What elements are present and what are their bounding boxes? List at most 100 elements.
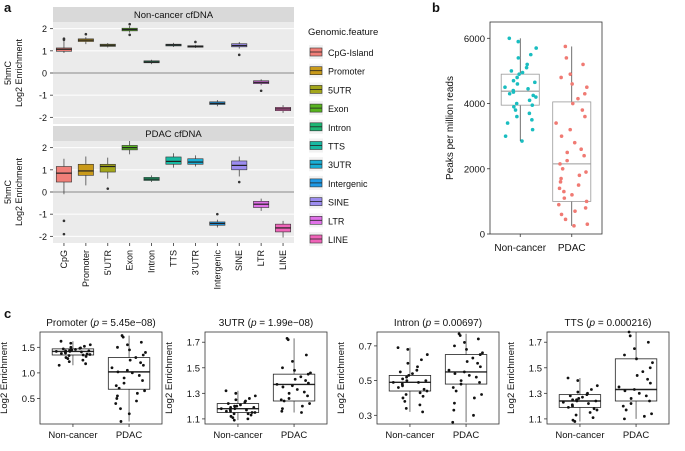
- y-axis-label-group: Peaks per million reads: [445, 76, 456, 180]
- data-point: [577, 173, 582, 178]
- facet-strip: [53, 126, 294, 141]
- data-point: [572, 224, 576, 228]
- box-cpg-island: [55, 37, 72, 54]
- data-point: [570, 101, 575, 106]
- y-axis-label: Log2 Enrichment: [506, 342, 517, 414]
- data-point: [644, 394, 648, 398]
- data-point: [54, 350, 58, 353]
- legend-label: SINE: [328, 198, 349, 208]
- data-point: [452, 408, 456, 412]
- data-point: [623, 353, 626, 357]
- x-tick-label: PDAC: [623, 430, 650, 441]
- data-point: [309, 371, 312, 375]
- y-axis-label-line1: 5hmC: [3, 180, 13, 205]
- data-point: [637, 391, 641, 395]
- data-point: [224, 409, 228, 413]
- data-point: [418, 403, 422, 407]
- data-point: [81, 353, 85, 357]
- data-point: [454, 389, 458, 393]
- data-point: [516, 39, 521, 44]
- y-axis-label-group: Log2 Enrichment: [336, 342, 347, 414]
- title-p-close: ): [648, 318, 651, 329]
- data-point: [583, 206, 588, 210]
- data-point: [534, 46, 538, 50]
- y-axis-label-line2: Log2 Enrichment: [14, 157, 24, 226]
- data-point: [527, 111, 532, 116]
- data-point: [534, 95, 538, 99]
- data-point: [453, 344, 456, 348]
- data-point: [451, 386, 455, 389]
- data-point: [135, 391, 139, 395]
- data-point: [641, 370, 645, 374]
- data-point: [583, 114, 587, 119]
- x-tick-label: Promoter: [81, 250, 91, 287]
- data-point: [406, 361, 410, 365]
- data-point: [122, 381, 126, 385]
- data-point: [280, 409, 284, 413]
- title-p-open: (: [420, 318, 427, 329]
- panel-a-pdac-plot: PDAC cfDNA 2 1 0 -1 -2 5hmC Log2 Enrichment CpG P…: [3, 126, 294, 290]
- data-point: [287, 391, 291, 395]
- data-point: [530, 127, 535, 132]
- data-point: [87, 349, 91, 353]
- data-point: [577, 397, 581, 400]
- data-point: [617, 385, 621, 389]
- data-point: [114, 384, 118, 388]
- data-point: [472, 396, 476, 400]
- data-point: [476, 337, 480, 341]
- y-tick-label: 1: [42, 46, 47, 56]
- data-point: [447, 368, 451, 372]
- data-point: [584, 170, 588, 174]
- data-point: [308, 402, 311, 405]
- data-point: [507, 36, 512, 41]
- panel-c-promoter-plot: 0.5 1.0 1.5 Log2 Enrichment Non-cancer PDAC Pr…: [0, 318, 163, 441]
- title-p-eq: =: [595, 318, 606, 329]
- data-point: [253, 411, 257, 414]
- data-point: [585, 393, 589, 397]
- box-cpg-island: [55, 158, 72, 236]
- y-tick-label: 1.7: [187, 338, 200, 349]
- box-promoter: [77, 156, 94, 186]
- y-tick-label: 0.5: [22, 394, 35, 405]
- data-point: [83, 344, 86, 348]
- data-point: [396, 386, 400, 389]
- legend-item-exon: Exon: [309, 101, 349, 116]
- data-point: [253, 394, 257, 398]
- data-point: [576, 96, 580, 101]
- data-point: [84, 355, 88, 358]
- title-p-symbol: p: [425, 318, 432, 329]
- data-point: [139, 340, 143, 344]
- data-point: [407, 373, 411, 377]
- data-point: [234, 391, 238, 395]
- legend-label: LINE: [328, 235, 348, 245]
- box-ltr: [253, 198, 270, 211]
- data-point: [116, 370, 120, 374]
- data-point: [558, 180, 563, 184]
- data-point: [511, 78, 516, 83]
- y-axis-label-line1: 5hmC: [3, 61, 13, 86]
- box-line: [275, 220, 292, 238]
- title-feature: Promoter: [46, 318, 88, 329]
- y-tick-label: -2: [39, 232, 47, 242]
- data-point: [505, 121, 510, 125]
- data-point: [530, 103, 535, 107]
- data-point: [424, 379, 428, 383]
- data-point: [403, 400, 407, 403]
- x-tick-label: Non-cancer: [555, 430, 604, 441]
- panel-c-tts-plot: 1.1 1.3 1.5 1.7 Log2 Enrichment Non-cancer PDA…: [506, 318, 670, 441]
- outlier-point: [128, 33, 131, 37]
- data-point: [128, 348, 131, 352]
- data-point: [571, 404, 574, 408]
- legend-label: 5UTR: [328, 85, 352, 95]
- data-point: [582, 153, 586, 158]
- facet-strip: [53, 7, 294, 22]
- data-point: [404, 406, 408, 410]
- plot-frame: [489, 21, 603, 235]
- y-axis-label: Log2 Enrichment: [164, 342, 175, 414]
- data-point: [226, 402, 230, 405]
- box-body: [55, 166, 72, 183]
- data-point: [295, 388, 299, 391]
- data-point: [632, 388, 636, 391]
- data-point: [139, 361, 142, 365]
